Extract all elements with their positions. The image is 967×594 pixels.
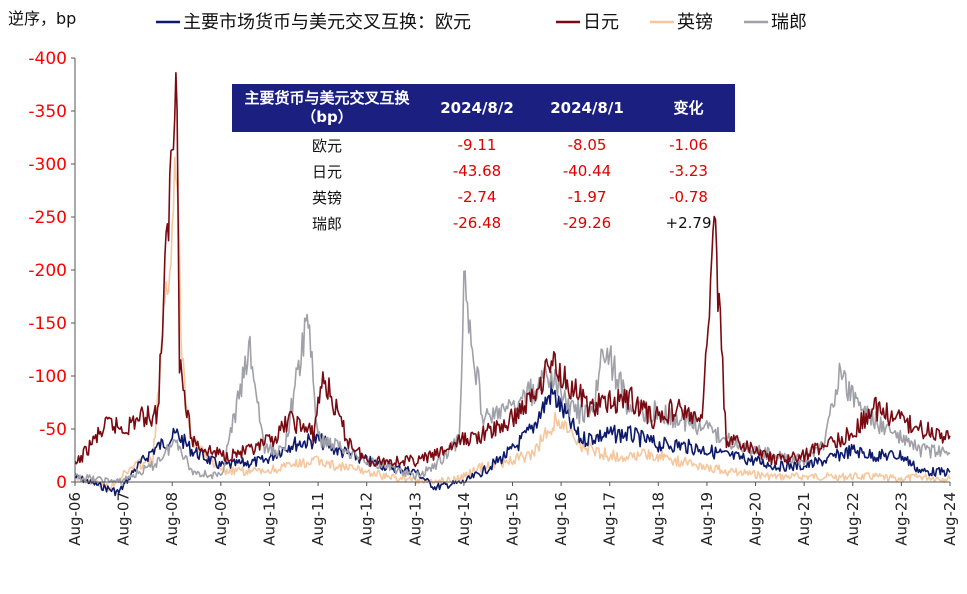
inset-cell-value: +2.79 [665,214,712,232]
x-tick-label: Aug-06 [66,492,84,546]
legend-label-1: 日元 [583,12,619,33]
inset-cell-value: -9.11 [457,136,497,154]
series-line-1 [74,72,951,468]
x-tick-label: Aug-21 [795,492,813,546]
x-tick-label: Aug-14 [455,492,473,546]
inset-cell-currency: 英镑 [311,188,342,207]
x-tick-label: Aug-13 [406,492,424,546]
inset-header-date-2: 2024/8/1 [532,84,642,132]
inset-header-date-1: 2024/8/2 [422,84,532,132]
inset-cell-currency: 欧元 [311,136,342,155]
inset-cell-currency: 瑞郎 [311,214,342,233]
y-tick-label: 0 [56,473,67,493]
inset-cell-value: -3.23 [669,162,708,180]
y-tick-label: -100 [28,367,67,387]
inset-cell-value: -1.97 [567,188,607,206]
y-tick-label: -300 [28,155,67,175]
x-tick-label: Aug-10 [260,492,278,546]
inset-cell-value: -26.48 [452,214,502,232]
x-tick-label: Aug-24 [941,492,959,546]
inset-cell-value: -8.05 [567,136,607,154]
inset-cell-value: -40.44 [562,162,612,180]
legend-label-2: 英镑 [677,12,713,33]
y-axis-label: 逆序，bp [8,9,76,28]
inset-cell-value: -0.78 [669,188,708,206]
y-tick-label: -150 [28,314,67,334]
x-tick-label: Aug-18 [649,492,667,546]
inset-header-change: 变化 [642,84,735,132]
inset-table-row: 英镑 -2.74 -1.97 -0.78 [232,184,735,210]
legend-label-0: 主要市场货币与美元交叉互换：欧元 [183,12,471,33]
x-tick-label: Aug-11 [309,492,327,546]
inset-cell-currency: 日元 [311,162,342,181]
y-tick-label: -200 [28,261,67,281]
series-line-2 [74,156,951,492]
inset-header-name: 主要货币与美元交叉互换（bp） [232,84,422,132]
inset-table-row: 欧元 -9.11 -8.05 -1.06 [232,132,735,158]
y-tick-label: -250 [28,208,67,228]
x-tick-label: Aug-17 [601,492,619,546]
inset-table-header: 主要货币与美元交叉互换（bp） 2024/8/2 2024/8/1 变化 [232,84,735,132]
legend-label-3: 瑞郎 [771,12,807,33]
inset-cell-value: -43.68 [452,162,502,180]
inset-cell-value: -2.74 [457,188,497,206]
x-tick-label: Aug-12 [358,492,376,546]
y-tick-label: -50 [39,420,67,440]
inset-cell-value: -29.26 [562,214,612,232]
x-tick-label: Aug-22 [844,492,862,546]
inset-table-row: 瑞郎 -26.48 -29.26 +2.79 [232,210,735,236]
x-tick-label: Aug-19 [698,492,716,546]
x-tick-label: Aug-08 [163,492,181,546]
x-tick-label: Aug-09 [212,492,230,546]
series-line-3 [74,270,951,485]
inset-cell-value: -1.06 [669,136,708,154]
x-tick-label: Aug-20 [747,492,765,546]
y-tick-label: -400 [28,49,67,69]
x-tick-label: Aug-16 [552,492,570,546]
x-tick-label: Aug-23 [892,492,910,546]
inset-table: 主要货币与美元交叉互换（bp） 2024/8/2 2024/8/1 变化 欧元 -… [232,84,735,236]
y-tick-label: -350 [28,102,67,122]
x-tick-label: Aug-15 [504,492,522,546]
inset-table-row: 日元 -43.68 -40.44 -3.23 [232,158,735,184]
x-tick-label: Aug-07 [115,492,133,546]
series-line-0 [74,380,951,497]
